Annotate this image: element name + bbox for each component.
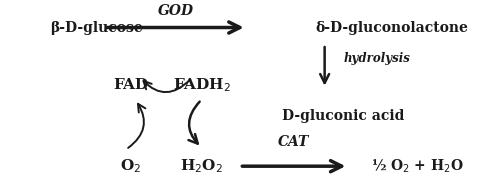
Text: δ-D-gluconolactone: δ-D-gluconolactone <box>315 20 468 35</box>
Text: ½ O$_2$ + H$_2$O: ½ O$_2$ + H$_2$O <box>370 157 464 175</box>
Text: FAD: FAD <box>113 78 148 92</box>
Text: GOD: GOD <box>158 4 194 18</box>
Text: D-gluconic acid: D-gluconic acid <box>282 109 405 123</box>
Text: FADH$_2$: FADH$_2$ <box>172 76 231 94</box>
Text: hydrolysis: hydrolysis <box>344 52 410 65</box>
Text: O$_2$: O$_2$ <box>120 157 141 175</box>
Text: β-D-glucose: β-D-glucose <box>50 20 143 35</box>
Text: H$_2$O$_2$: H$_2$O$_2$ <box>180 157 223 175</box>
Text: CAT: CAT <box>278 135 310 149</box>
